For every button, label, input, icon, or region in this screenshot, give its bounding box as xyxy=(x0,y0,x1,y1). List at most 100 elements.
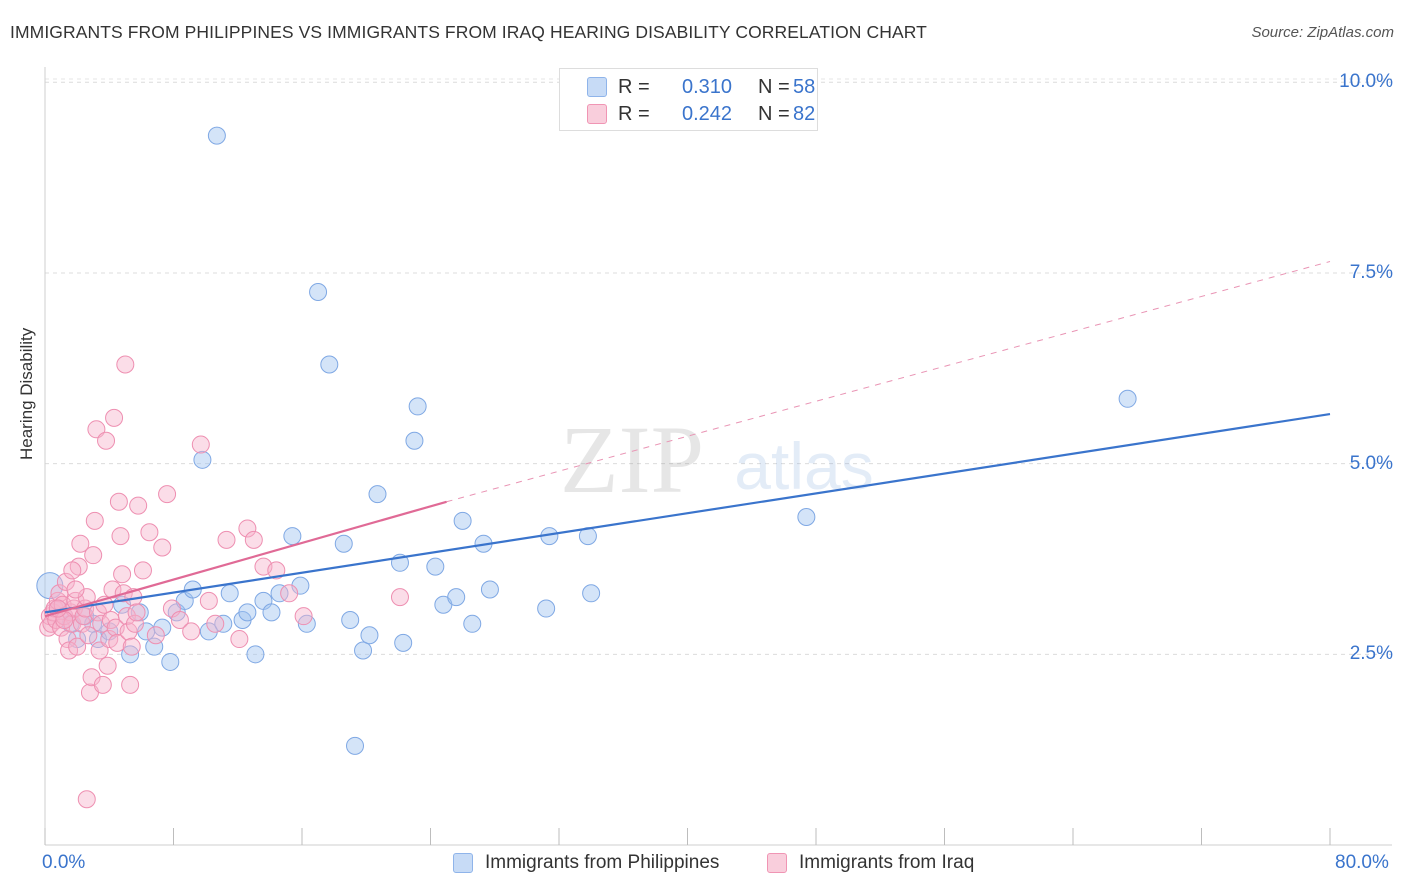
philippines-point xyxy=(1118,389,1137,408)
y-tick-label: 10.0% xyxy=(1339,71,1393,93)
legend-n-label: N = xyxy=(758,102,790,125)
philippines-point xyxy=(447,588,466,607)
legend-r-value: 0.242 xyxy=(682,102,733,125)
chart-title: IMMIGRANTS FROM PHILIPPINES VS IMMIGRANT… xyxy=(10,22,927,42)
iraq-point xyxy=(92,614,111,633)
legend-r-label: R = xyxy=(618,75,650,98)
bottom-legend-label-iraq: Immigrants from Iraq xyxy=(799,852,975,873)
iraq-point xyxy=(182,622,201,641)
philippines-point xyxy=(408,397,427,416)
philippines-trendline xyxy=(44,412,1331,614)
philippines-point xyxy=(346,736,365,755)
philippines-point xyxy=(145,637,164,656)
philippines-point xyxy=(480,580,499,599)
philippines-point xyxy=(193,450,212,469)
philippines-point xyxy=(368,485,387,504)
iraq-point xyxy=(230,630,249,649)
iraq-point xyxy=(84,546,103,565)
x-tick-label-min: 0.0% xyxy=(42,852,86,873)
iraq-point xyxy=(170,610,189,629)
philippines-point xyxy=(309,283,328,302)
philippines-point xyxy=(463,614,482,633)
philippines-point xyxy=(207,126,226,145)
iraq-point xyxy=(129,496,148,515)
iraq-point xyxy=(244,530,263,549)
iraq-point xyxy=(238,519,257,538)
iraq-point xyxy=(121,675,140,694)
philippines-point xyxy=(354,641,373,660)
iraq-point xyxy=(133,561,152,580)
iraq-point xyxy=(158,485,177,504)
iraq-point xyxy=(280,584,299,603)
bottom-legend-swatch-iraq xyxy=(767,853,787,873)
legend-n-value: 82 xyxy=(793,102,816,125)
philippines-point xyxy=(426,557,445,576)
legend-swatch-iraq xyxy=(587,104,607,124)
iraq-point xyxy=(109,492,128,511)
iraq-point xyxy=(153,538,172,557)
iraq-point xyxy=(66,580,85,599)
philippines-point xyxy=(153,618,172,637)
philippines-point xyxy=(341,610,360,629)
legend-n-label: N = xyxy=(758,75,790,98)
iraq-point xyxy=(97,431,116,450)
watermark-zip: ZIP xyxy=(560,406,704,513)
iraq-point xyxy=(191,435,210,454)
iraq-point xyxy=(105,408,124,427)
watermark: ZIP atlas xyxy=(560,406,874,513)
iraq-point xyxy=(63,561,82,580)
philippines-point xyxy=(537,599,556,618)
iraq-point xyxy=(127,603,146,622)
philippines-point xyxy=(797,508,816,527)
y-tick-label: 7.5% xyxy=(1349,261,1393,283)
legend-n-value: 58 xyxy=(793,75,816,98)
bottom-legend-label-philippines: Immigrants from Philippines xyxy=(485,852,720,873)
iraq-point xyxy=(98,656,117,675)
iraq-point xyxy=(85,511,104,530)
y-axis-title: Hearing Disability xyxy=(17,327,36,460)
iraq-point xyxy=(294,607,313,626)
iraq-point xyxy=(74,607,93,626)
iraq-point xyxy=(79,626,98,645)
philippines-point xyxy=(246,645,265,664)
y-tick-label: 2.5% xyxy=(1349,643,1393,665)
source-label: Source: ZipAtlas.com xyxy=(1251,24,1394,41)
axes xyxy=(44,67,1392,846)
philippines-point xyxy=(360,626,379,645)
legend-r-value: 0.310 xyxy=(682,75,733,98)
philippines-point xyxy=(453,511,472,530)
iraq-point xyxy=(140,523,159,542)
philippines-point xyxy=(161,652,180,671)
philippines-point xyxy=(199,622,218,641)
iraq-point xyxy=(217,530,236,549)
iraq-point xyxy=(125,614,144,633)
philippines-point xyxy=(270,584,289,603)
iraq-trendline xyxy=(44,500,447,618)
legend-r-label: R = xyxy=(618,102,650,125)
iraq-point xyxy=(116,355,135,374)
philippines-point xyxy=(283,527,302,546)
philippines-point xyxy=(320,355,339,374)
iraq-point xyxy=(199,591,218,610)
iraq-point xyxy=(68,637,87,656)
iraq-point xyxy=(113,565,132,584)
iraq-point xyxy=(390,588,409,607)
iraq-point xyxy=(111,527,130,546)
iraq-point xyxy=(119,622,138,641)
iraq-point xyxy=(122,637,141,656)
iraq-point xyxy=(72,614,91,633)
philippines-point xyxy=(334,534,353,553)
watermark-atlas: atlas xyxy=(734,429,873,503)
y-tick-label: 5.0% xyxy=(1349,452,1393,474)
philippines-point xyxy=(262,603,281,622)
bottom-legend-swatch-philippines xyxy=(453,853,473,873)
iraq-point xyxy=(206,614,225,633)
iraq-point xyxy=(146,626,165,645)
grid-lines xyxy=(45,78,1392,655)
legend-swatch-philippines xyxy=(587,77,607,97)
x-tick-label-max: 80.0% xyxy=(1335,852,1389,873)
iraq-point xyxy=(77,790,96,809)
iraq-point xyxy=(71,534,90,553)
philippines-point xyxy=(121,645,140,664)
